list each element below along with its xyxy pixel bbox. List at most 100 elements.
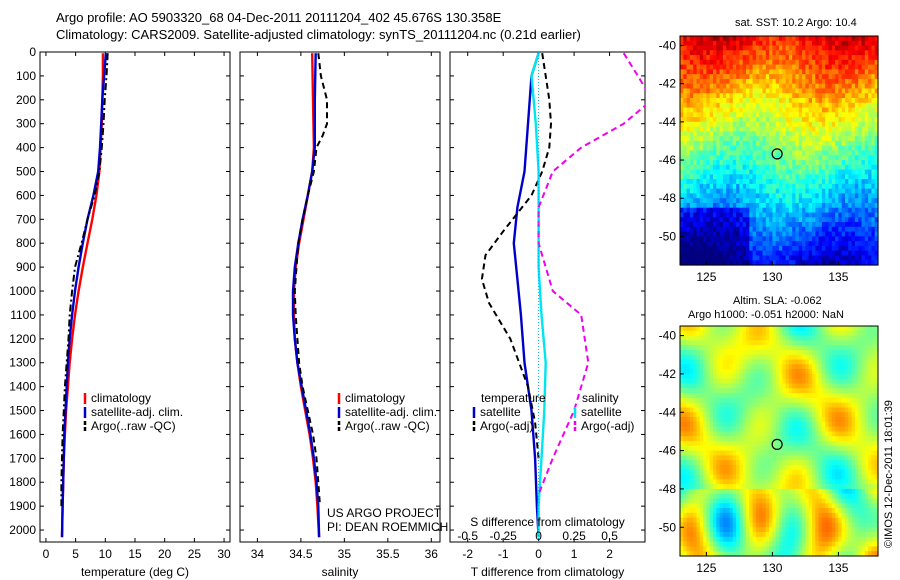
sla-cell [874,417,879,423]
sst-cell [729,93,734,99]
sst-cell [749,131,754,137]
sla-cell [785,460,790,466]
sla-cell [861,378,866,385]
sla-cell [729,460,734,466]
sst-cell [802,198,806,204]
sla-cell [864,407,869,413]
sla-cell [838,349,843,356]
sst-cell [709,226,714,233]
sla-cell [716,464,721,471]
sla-cell [722,326,727,332]
sst-cell [696,64,701,70]
sst-cell [831,136,836,142]
sla-cell [792,340,797,346]
sst-cell [828,40,833,47]
sla-cell [722,417,727,423]
sla-cell [775,464,780,471]
sst-cell [716,83,721,90]
sst-cell [854,241,859,247]
sst-cell [779,93,783,99]
sst-cell [851,140,856,147]
sla-cell [841,364,846,370]
sst-cell [680,117,684,123]
sla-cell [713,445,717,452]
sst-cell [821,212,826,218]
sst-cell [868,155,872,161]
sla-cell [746,460,750,466]
sst-cell [802,255,806,261]
sst-cell [788,98,793,104]
sst-cell [818,59,823,66]
sst-cell [798,217,803,223]
sst-cell [805,255,810,261]
sst-cell [752,88,757,94]
sla-cell [729,378,734,385]
sla-cell [689,479,694,485]
sst-cell [703,202,707,209]
sst-cell [864,188,869,195]
sla-cell [802,445,806,452]
sla-cell [686,345,691,351]
sla-cell [722,484,727,490]
sla-cell [709,469,714,476]
sla-cell [788,326,793,332]
sla-cell [732,464,737,471]
sst-cell [808,217,813,223]
sst-cell [851,55,856,61]
sst-cell [713,45,717,51]
sst-cell [828,107,833,113]
sst-cell [861,112,866,118]
sla-cell [762,354,767,361]
sst-cell [798,136,803,142]
sla-cell [825,479,830,485]
sst-cell [825,183,830,190]
sst-cell [755,198,760,204]
sla-cell [808,359,813,365]
sla-cell [722,364,727,370]
sla-cell [729,431,734,437]
sst-cell [709,107,714,113]
sst-cell [788,179,793,185]
sst-cell [742,88,747,94]
sla-cell [739,359,744,365]
sst-cell [683,107,688,113]
sst-cell [706,236,711,242]
sla-cell [848,373,853,380]
sst-cell [765,164,770,171]
sla-cell [779,330,783,337]
sla-cell [821,479,826,485]
sla-cell [746,397,750,404]
sst-cell [782,179,787,185]
sla-cell [742,402,747,409]
sla-cell [726,441,731,447]
sst-cell [825,107,830,113]
sla-cell [772,479,777,485]
sst-cell [706,140,711,147]
sla-cell [736,364,740,370]
sst-cell [874,183,879,190]
sst-cell [838,36,843,42]
sla-cell [739,464,744,471]
sst-cell [683,260,688,266]
sst-cell [871,174,876,180]
sla-cell [693,359,698,365]
sst-cell [854,136,859,142]
sla-cell [759,359,764,365]
sst-cell [874,93,879,99]
sst-cell [835,231,839,237]
sla-cell [683,412,688,418]
sst-cell [821,207,826,214]
sst-cell [706,55,711,61]
sst-cell [795,78,800,85]
sst-cell [818,78,823,85]
sla-cell [805,359,810,365]
sla-cell [729,421,734,428]
sst-cell [752,107,757,113]
sla-cell [693,364,698,370]
sla-cell [762,402,767,409]
sla-cell [699,397,704,404]
sst-cell [841,50,846,56]
sla-cell [805,479,810,485]
sla-cell [841,479,846,485]
sst-cell [828,207,833,214]
